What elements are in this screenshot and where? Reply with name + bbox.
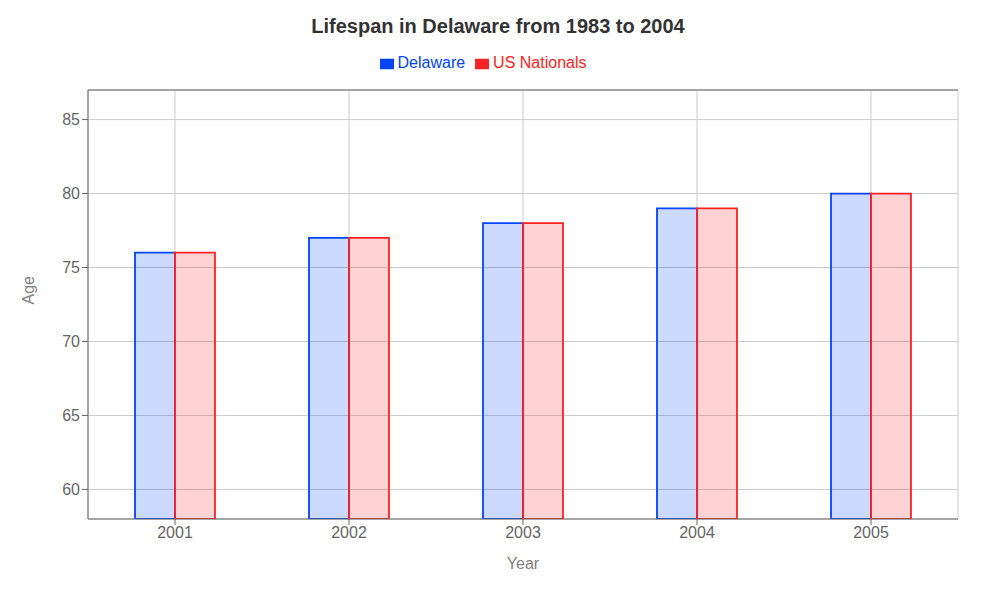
html-text:Lifespan in Delaware from 1983: Lifespan in Delaware from 1983 to 2004 [311, 15, 685, 37]
svg-text:2001: 2001 [157, 524, 193, 541]
svg-text:75: 75 [62, 259, 80, 276]
svg-text:2002: 2002 [331, 524, 367, 541]
svg-text:65: 65 [62, 407, 80, 424]
svg-text:85: 85 [62, 111, 80, 128]
html-text:Delaware: Delaware [397, 54, 466, 71]
svg-text:60: 60 [62, 481, 80, 498]
svg-text:Age: Age [20, 276, 37, 305]
html-text:US Nationals: US Nationals [493, 54, 587, 71]
svg-text:2004: 2004 [679, 524, 715, 541]
svg-text:80: 80 [62, 185, 80, 202]
svg-text:Year: Year [507, 555, 540, 572]
svg-text:2005: 2005 [853, 524, 889, 541]
svg-text:2003: 2003 [505, 524, 541, 541]
svg-text:70: 70 [62, 333, 80, 350]
